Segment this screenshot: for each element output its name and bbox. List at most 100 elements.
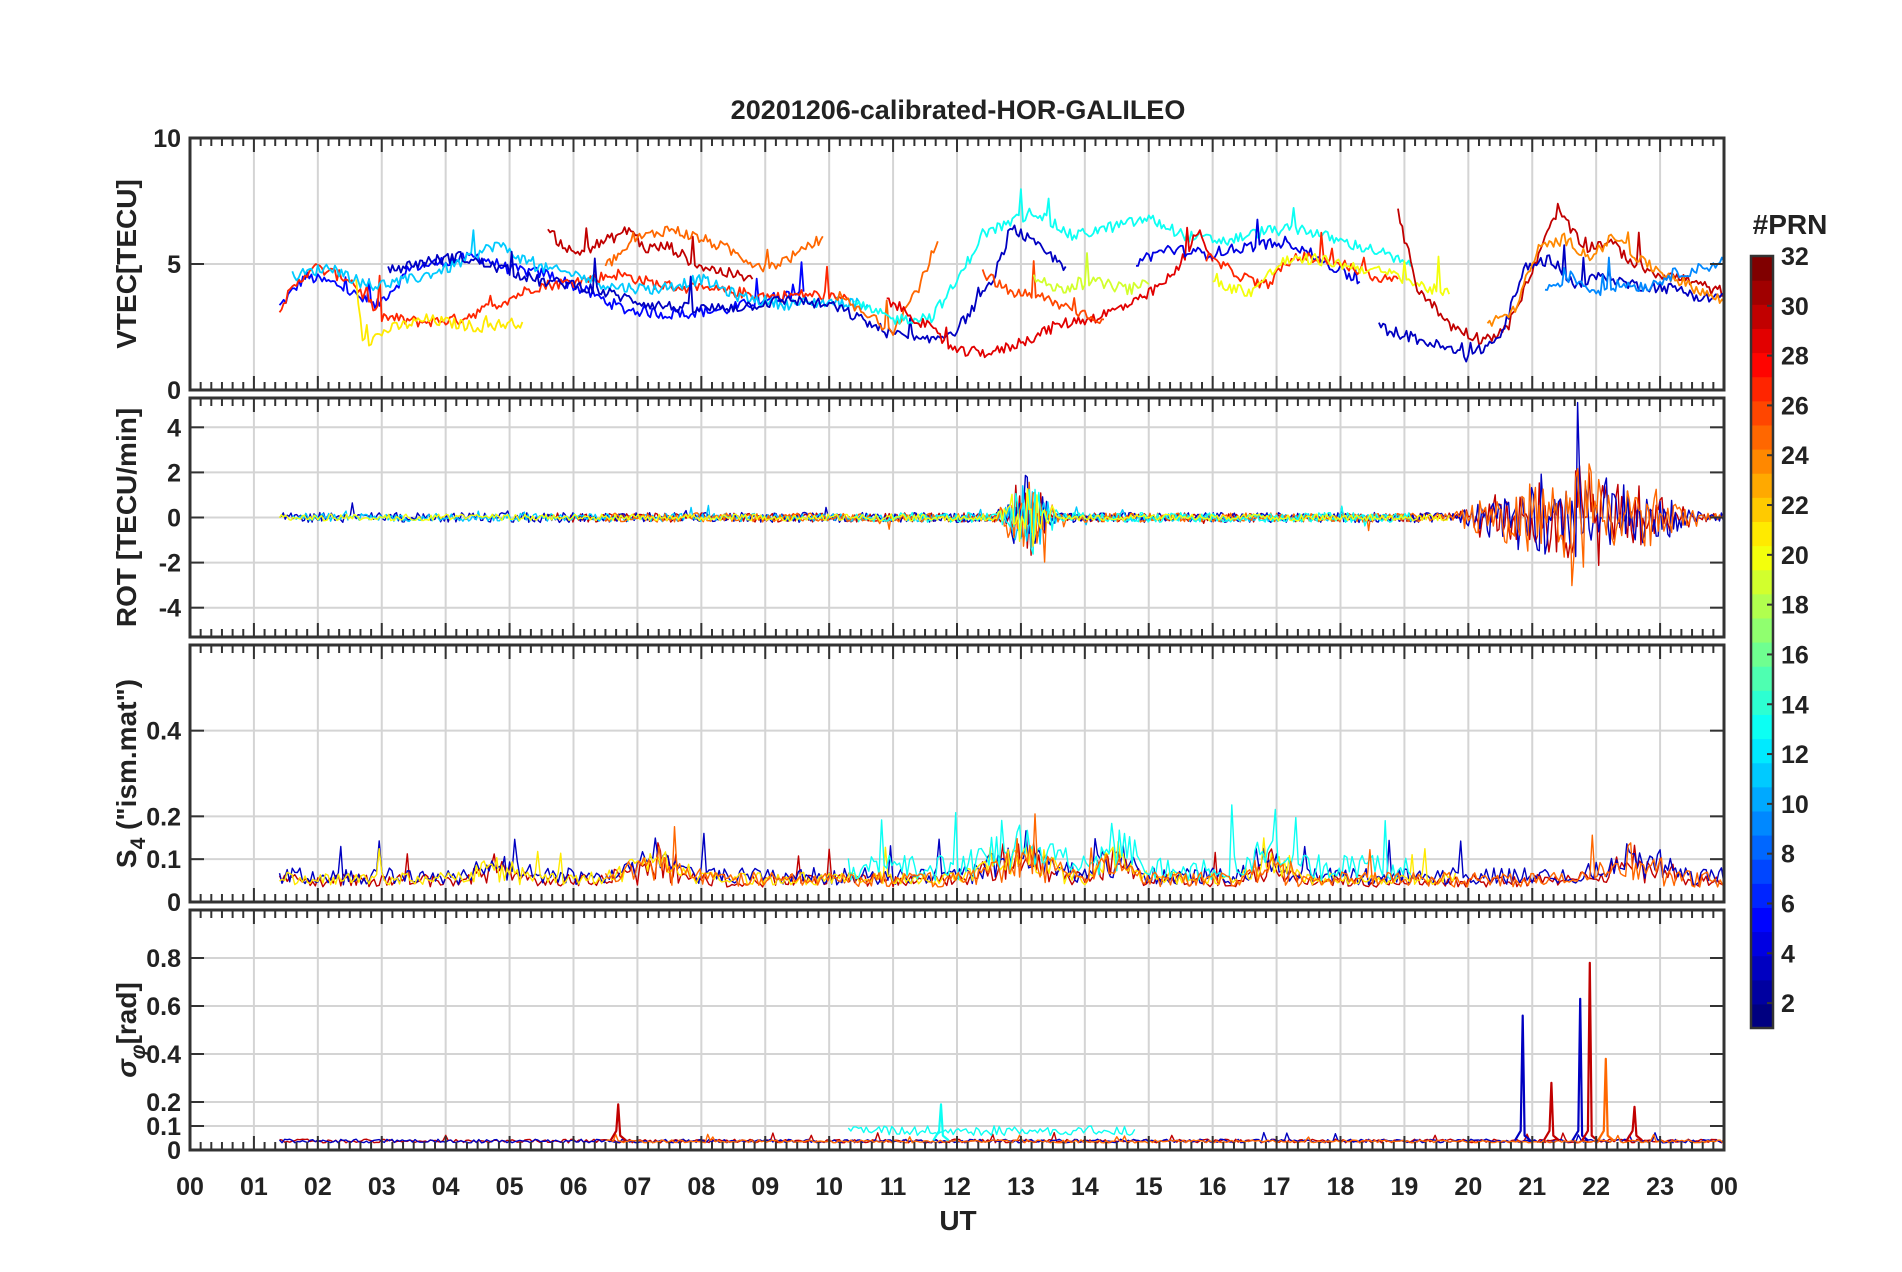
y-label-sub: φ: [127, 1044, 150, 1059]
colorbar-segment: [1751, 835, 1773, 860]
y-label-main: S: [111, 849, 142, 868]
colorbar-segment: [1751, 352, 1773, 378]
x-tick-label: 00: [176, 1173, 204, 1201]
x-tick-label: 03: [368, 1173, 396, 1201]
series-line-prn-25: [604, 225, 824, 273]
colorbar-tick-label: 20: [1781, 542, 1809, 570]
y-tick-label: 0: [167, 377, 181, 405]
y-tick-label: 0.4: [146, 718, 181, 746]
colorbar-segment: [1751, 593, 1773, 619]
colorbar-tick-label: 22: [1781, 492, 1809, 520]
x-tick-label: 22: [1582, 1173, 1610, 1201]
y-tick-label: -4: [159, 595, 181, 623]
colorbar-segment: [1751, 449, 1773, 474]
y-axis-label-rot: ROT [TECU/min]: [111, 408, 142, 627]
colorbar-segment: [1751, 473, 1773, 498]
colorbar-tick-label: 30: [1781, 293, 1809, 321]
y-tick-label: 0.6: [146, 993, 181, 1021]
spike-prn-30: [609, 1103, 627, 1142]
noise-line-prn-25: [604, 813, 1724, 888]
colorbar-segment: [1751, 256, 1773, 281]
noise-line-prn-13: [847, 1125, 1136, 1137]
series-line-prn-13: [853, 188, 1412, 325]
x-tick-label: 16: [1199, 1173, 1227, 1201]
x-tick-label: 15: [1135, 1173, 1163, 1201]
colorbar-tick-label: 16: [1781, 641, 1809, 669]
panel-sigma: 00.10.2 0.4 0.6 0.8 σφ[rad]: [111, 908, 1726, 1165]
plot-area: [278, 961, 1724, 1144]
colorbar-segment: [1751, 376, 1773, 402]
x-tick-label: 19: [1391, 1173, 1419, 1201]
series-line-prn-21: [355, 279, 524, 347]
spike-prn-30: [1625, 1105, 1643, 1142]
colorbar-segment: [1751, 690, 1773, 715]
y-tick-label: 2: [167, 459, 181, 487]
colorbar-segment: [1751, 907, 1773, 933]
colorbar-segment: [1751, 955, 1773, 981]
spike-prn-3: [1514, 1014, 1532, 1142]
series-line-prn-9: [1544, 256, 1724, 297]
noise-line-prn-25: [605, 1133, 1724, 1144]
x-tick-label: 21: [1518, 1173, 1546, 1201]
colorbar-tick-label: 4: [1781, 940, 1795, 968]
x-axis: 00 01 02 03 04 05 06 07 08 09 10 11 12 13 14 15 16 17 18 19…: [176, 1173, 1738, 1201]
colorbar-segment: [1751, 762, 1773, 788]
colorbar-tick-label: 32: [1781, 243, 1809, 271]
colorbar-tick-label: 2: [1781, 990, 1795, 1018]
noise-line-prn-20: [278, 488, 1450, 547]
colorbar-segment: [1751, 304, 1773, 329]
y-tick-label: 0.1: [146, 846, 181, 874]
y-axis-label-sigma: σφ[rad]: [111, 982, 150, 1078]
colorbar-segment: [1751, 931, 1773, 957]
panel-s4: 00.10.20.4S4 ("ism.mat"): [111, 643, 1726, 917]
plot-area: [278, 401, 1724, 587]
colorbar-segment: [1751, 424, 1773, 450]
noise-line-prn-11: [291, 485, 1411, 545]
y-tick-label: 4: [167, 414, 181, 442]
series-line-prn-25: [835, 241, 939, 336]
colorbar-segment: [1751, 521, 1773, 547]
colorbar-segment: [1751, 810, 1773, 836]
colorbar-segment: [1751, 979, 1773, 1005]
colorbar-segment: [1751, 738, 1773, 764]
colorbar-segment: [1751, 328, 1773, 354]
colorbar-segment: [1751, 786, 1773, 812]
colorbar-tick-label: 26: [1781, 392, 1809, 420]
y-tick-label: 0.2: [146, 803, 181, 831]
panel-vtec: 0 5 10 VTEC[TECU]: [111, 125, 1726, 405]
y-tick-label: 0: [167, 1137, 181, 1165]
spike-prn-30: [1581, 961, 1599, 1142]
y-label-rest: [rad]: [111, 982, 142, 1044]
colorbar-segment: [1751, 617, 1773, 643]
colorbar-tick-label: 10: [1781, 791, 1809, 819]
y-label-rest: ("ism.mat"): [111, 679, 142, 838]
y-tick-label: -2: [159, 550, 181, 578]
x-tick-label: 08: [687, 1173, 715, 1201]
series-line-prn-3: [1378, 244, 1724, 363]
x-tick-label: 11: [880, 1173, 907, 1201]
y-label-sub: 4: [127, 837, 150, 849]
series-line-prn-19: [1032, 252, 1150, 296]
colorbar-tick-label: 24: [1781, 442, 1809, 470]
x-tick-label: 23: [1646, 1173, 1674, 1201]
colorbar-title: #PRN: [1753, 209, 1828, 240]
series-line-prn-30: [1397, 202, 1724, 346]
colorbar-segment: [1751, 545, 1773, 571]
y-tick-label: 0: [167, 889, 181, 917]
x-tick-label: 17: [1263, 1173, 1291, 1201]
y-tick-label: 0.8: [146, 945, 181, 973]
noise-line-prn-13: [854, 488, 1412, 555]
y-tick-label: 5: [167, 251, 181, 279]
y-tick-label: 10: [153, 125, 181, 153]
y-tick-label: 0.1: [146, 1113, 181, 1141]
colorbar-segment: [1751, 1003, 1773, 1029]
noise-line-prn-13: [847, 804, 1412, 882]
x-tick-label: 04: [432, 1173, 460, 1201]
y-axis-label-s4: S4 ("ism.mat"): [111, 679, 150, 868]
x-tick-label: 02: [304, 1173, 332, 1201]
colorbar-segment: [1751, 666, 1773, 691]
x-tick-label: 14: [1071, 1173, 1099, 1201]
colorbar-tick-label: 18: [1781, 592, 1809, 620]
y-label-main: σ: [111, 1058, 142, 1078]
